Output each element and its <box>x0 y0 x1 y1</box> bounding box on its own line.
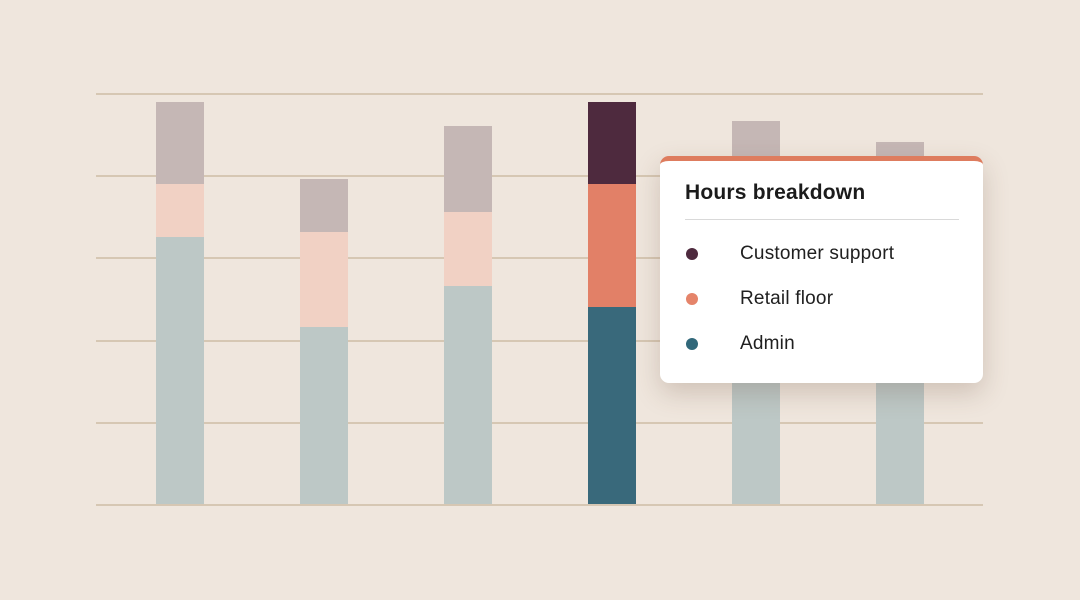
gridline <box>96 504 983 506</box>
legend-dot-icon <box>686 292 698 305</box>
bar-segment-admin <box>444 286 492 504</box>
bar-segment-customer-support <box>444 126 492 212</box>
tooltip-title: Hours breakdown <box>685 181 866 204</box>
bar-segment-retail-floor <box>300 232 348 327</box>
bar-segment-customer-support <box>156 102 204 184</box>
legend-item: Retail floor <box>685 276 959 321</box>
legend-dot-icon <box>686 337 698 350</box>
bar-group[interactable] <box>300 179 348 504</box>
bar-segment-customer-support <box>588 102 636 184</box>
bar-segment-customer-support <box>300 179 348 232</box>
hours-tooltip: Hours breakdown Customer support Retail f… <box>660 156 983 383</box>
tooltip-divider <box>685 219 959 220</box>
legend-item: Customer support <box>685 231 959 276</box>
bar-segment-retail-floor <box>156 184 204 237</box>
bar-segment-admin <box>588 307 636 504</box>
legend-item: Admin <box>685 321 959 366</box>
bar-segment-retail-floor <box>444 212 492 286</box>
bar-segment-admin <box>300 327 348 504</box>
gridline <box>96 175 983 177</box>
bar-segment-admin <box>156 237 204 504</box>
bar-group[interactable] <box>588 102 636 504</box>
bar-group[interactable] <box>444 126 492 504</box>
legend-dot-icon <box>686 247 698 260</box>
legend-label: Customer support <box>740 242 895 264</box>
legend-list: Customer support Retail floor Admin <box>685 231 959 366</box>
gridline <box>96 422 983 424</box>
gridline <box>96 93 983 95</box>
legend-label: Retail floor <box>740 287 834 309</box>
bar-group[interactable] <box>156 102 204 504</box>
gridline <box>96 340 983 342</box>
gridline <box>96 257 983 259</box>
bar-segment-retail-floor <box>588 184 636 307</box>
legend-label: Admin <box>740 332 795 354</box>
